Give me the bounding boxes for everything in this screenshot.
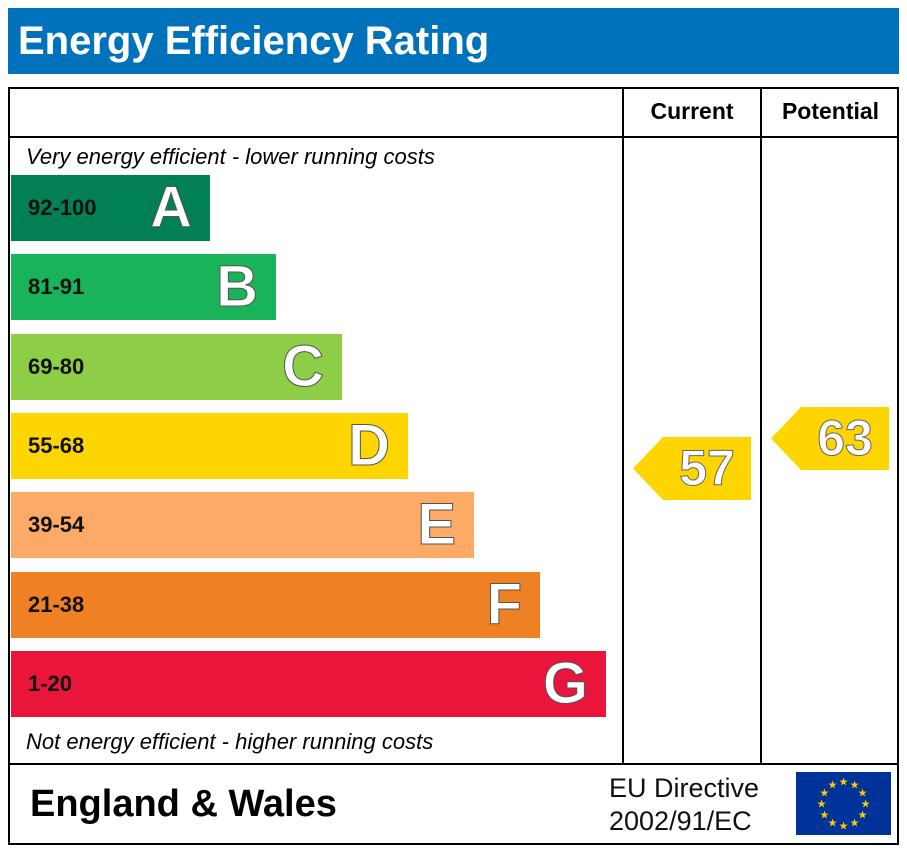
band-letter: F [486,572,522,638]
svg-text:★: ★ [839,777,849,789]
title-bar [8,8,899,74]
current-column-header: Current [650,98,734,124]
chart-title: Energy Efficiency Rating [18,19,490,63]
current-arrow-shape [633,437,751,500]
svg-text:★: ★ [820,810,830,822]
band-range: 69-80 [28,354,85,379]
svg-text:★: ★ [858,788,868,800]
band-f: 21-38 F [11,572,540,638]
band-letter: E [417,492,457,558]
band-letter: A [150,175,193,241]
divider [760,87,762,765]
svg-text:★: ★ [839,821,849,833]
band-range: 21-38 [28,592,85,617]
band-range: 81-91 [28,274,85,299]
rating-table-frame [8,87,899,845]
top-note: Very energy efficient - lower running co… [26,144,435,169]
band-e: 39-54 E [11,492,474,558]
band-c: 69-80 C [11,334,342,400]
band-letter: G [542,651,588,717]
divider [8,136,899,138]
directive-line1: EU Directive [609,773,760,803]
potential-rating-arrow: 63 [771,407,889,470]
current-rating-arrow: 57 [633,437,751,500]
potential-rating-value: 63 [817,410,874,467]
current-rating-value: 57 [679,440,736,497]
band-letter: B [216,254,259,320]
band-range: 39-54 [28,512,85,537]
svg-text:★: ★ [858,810,868,822]
country-label: England & Wales [30,783,337,825]
band-letter: D [348,413,391,479]
band-b: 81-91 B [11,254,276,320]
bottom-note: Not energy efficient - higher running co… [26,729,434,754]
svg-text:★: ★ [820,788,830,800]
band-d: 55-68 D [11,413,408,479]
svg-text:★: ★ [850,818,860,830]
band-range: 1-20 [28,671,73,696]
svg-text:★: ★ [828,818,838,830]
svg-text:★: ★ [861,799,871,811]
band-range: 92-100 [28,195,97,220]
band-a: 92-100 A [11,175,210,241]
directive-line2: 2002/91/EC [609,806,752,836]
band-g: 1-20 G [11,651,606,717]
band-letter: C [282,334,325,400]
svg-text:★: ★ [817,799,827,811]
eu-flag-icon: ★ ★ ★ ★ ★ ★ ★ ★ ★ ★ ★ ★ [796,772,891,835]
divider [622,87,624,765]
svg-text:★: ★ [850,779,860,791]
divider [8,763,899,765]
potential-column-header: Potential [781,98,880,124]
svg-text:★: ★ [828,779,838,791]
band-range: 55-68 [28,433,85,458]
potential-arrow-shape [771,407,889,470]
